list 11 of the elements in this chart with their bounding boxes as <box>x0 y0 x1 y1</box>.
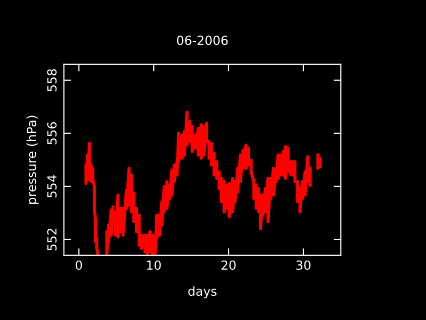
y-tick-label: 552 <box>47 228 57 250</box>
x-tick-label: 20 <box>222 260 236 270</box>
y-axis-title: pressure (hPa) <box>26 116 39 204</box>
y-tick-label: 554 <box>47 175 57 198</box>
chart-title: 06-2006 <box>177 36 228 46</box>
x-tick-label: 10 <box>147 260 161 270</box>
x-tick-label: 30 <box>296 260 311 270</box>
x-tick-label: 0 <box>76 260 82 270</box>
x-axis-title: days <box>188 286 216 298</box>
y-tick-label: 556 <box>47 122 57 144</box>
y-tick-label: 558 <box>47 69 57 92</box>
